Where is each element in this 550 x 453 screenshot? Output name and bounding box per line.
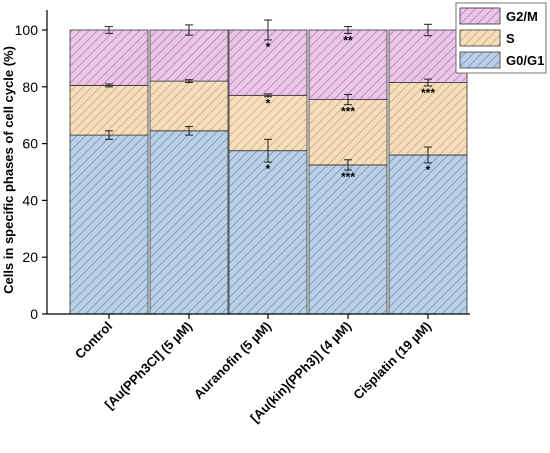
y-axis-title: Cells in specific phases of cell cycle (… bbox=[1, 46, 16, 294]
x-tick-label: Cisplatin (19 µM) bbox=[350, 319, 434, 403]
y-tick-label: 80 bbox=[22, 79, 38, 95]
significance-label: * bbox=[266, 97, 271, 111]
error-bar-3-2 bbox=[185, 24, 193, 36]
error-bar-2-2 bbox=[185, 79, 193, 84]
bars-layer bbox=[69, 19, 468, 315]
legend-swatch bbox=[459, 51, 501, 69]
legend-swatch bbox=[459, 29, 501, 47]
y-tick-label: 100 bbox=[15, 22, 39, 38]
error-bar-1-3 bbox=[264, 138, 272, 163]
bar-g2-m-2 bbox=[149, 29, 229, 82]
y-tick-label: 0 bbox=[30, 306, 38, 322]
error-bar-1-2 bbox=[185, 126, 193, 136]
error-bar-2-5 bbox=[424, 78, 432, 87]
error-bar-3-5 bbox=[424, 23, 432, 37]
significance-label: ** bbox=[343, 33, 353, 47]
bar-g2-m-5 bbox=[388, 29, 468, 83]
error-bar-1-5 bbox=[424, 146, 432, 164]
bar-s-1 bbox=[69, 84, 149, 136]
y-tick-label: 20 bbox=[22, 249, 38, 265]
legend-label: S bbox=[506, 31, 515, 46]
bar-g0-g1-3 bbox=[228, 150, 308, 315]
labels-layer: *************** bbox=[266, 33, 436, 184]
x-tick-label: Auranofin (5 µM) bbox=[191, 319, 274, 402]
error-bar-2-4 bbox=[344, 93, 352, 106]
error-bar-3-1 bbox=[105, 26, 113, 34]
bar-g2-m-4 bbox=[308, 29, 388, 100]
significance-label: *** bbox=[421, 86, 435, 100]
legend-label: G2/M bbox=[506, 9, 538, 24]
significance-label: * bbox=[266, 162, 271, 176]
significance-label: *** bbox=[341, 105, 355, 119]
error-bar-3-3 bbox=[264, 19, 272, 41]
bar-g2-m-1 bbox=[69, 29, 149, 86]
bar-g2-m-3 bbox=[228, 29, 308, 96]
bar-s-2 bbox=[149, 80, 229, 132]
bar-s-5 bbox=[388, 82, 468, 156]
y-tick-label: 60 bbox=[22, 136, 38, 152]
legend-label: G0/G1 bbox=[506, 53, 544, 68]
error-bar-3-4 bbox=[344, 26, 352, 34]
error-bar-2-3 bbox=[264, 93, 272, 98]
legend: G2/M S G0/G1 bbox=[455, 2, 547, 74]
bar-g0-g1-4 bbox=[308, 164, 388, 315]
y-tick-label: 40 bbox=[22, 192, 38, 208]
bar-g0-g1-5 bbox=[388, 154, 468, 315]
x-tick-label: [Au(PPh3Cl] (5 µM) bbox=[102, 319, 196, 413]
error-bar-1-4 bbox=[344, 159, 352, 171]
x-tick-label: Control bbox=[72, 319, 115, 362]
significance-label: *** bbox=[341, 170, 355, 184]
bar-g0-g1-2 bbox=[149, 130, 229, 315]
error-bar-1-1 bbox=[105, 130, 113, 140]
bar-g0-g1-1 bbox=[69, 134, 149, 315]
significance-label: * bbox=[266, 40, 271, 54]
error-bar-2-1 bbox=[105, 83, 113, 88]
significance-label: * bbox=[426, 163, 431, 177]
legend-swatch bbox=[459, 7, 501, 25]
